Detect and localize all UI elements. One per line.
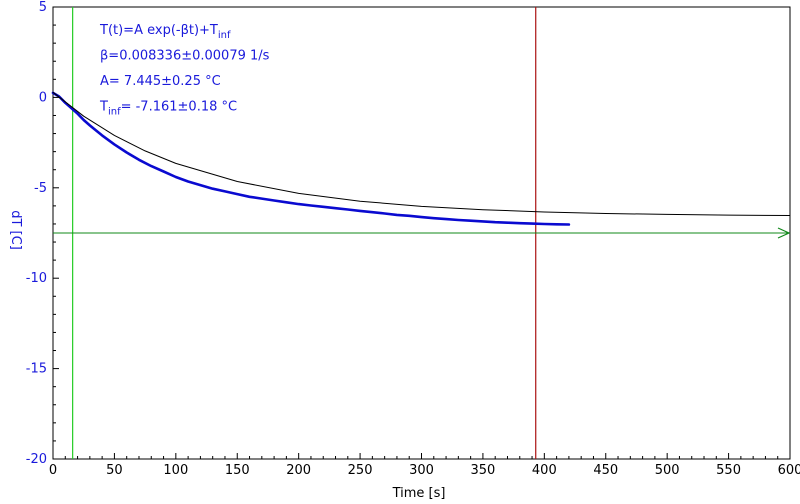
- x-tick-label: 300: [409, 463, 434, 478]
- marker-lines: [53, 7, 791, 459]
- x-tick-label: 350: [471, 463, 496, 478]
- y-tick-label: -10: [26, 271, 47, 286]
- x-axis: 0 50 100 150 200 250 300 350 400 450 500 550 600: [49, 453, 800, 478]
- x-axis-label: Time [s]: [392, 486, 446, 501]
- x-tick-label: 150: [225, 463, 250, 478]
- series-layer: [51, 91, 791, 226]
- x-tick-label: 50: [106, 463, 123, 478]
- y-tick-label: -5: [34, 181, 47, 196]
- x-tick-label: 250: [348, 463, 373, 478]
- x-tick-label: 100: [163, 463, 188, 478]
- y-axis: 5 0 -5 -10 -15 -20: [26, 0, 59, 467]
- x-tick-label: 200: [286, 463, 311, 478]
- y-axis-label: dT [C]: [8, 210, 23, 250]
- y-tick-label: 0: [39, 90, 47, 105]
- annotation-line: A= 7.445±0.25 °C: [100, 74, 221, 89]
- fit-curve-line: [52, 91, 791, 216]
- y-tick-label: -15: [26, 362, 47, 377]
- annotation-line: T(t)=A exp(-βt)+Tinf: [99, 23, 231, 41]
- x-tick-label: 550: [716, 463, 741, 478]
- fit-annotation: T(t)=A exp(-βt)+Tinf β=0.008336±0.00079 1…: [99, 23, 270, 118]
- annotation-line: Tinf= -7.161±0.18 °C: [99, 100, 237, 118]
- measured-data-line: [51, 91, 571, 226]
- y-tick-label: 5: [39, 0, 47, 15]
- x-tick-label: 600: [778, 463, 800, 478]
- annotation-line: β=0.008336±0.00079 1/s: [100, 49, 270, 64]
- x-tick-label: 400: [532, 463, 557, 478]
- x-tick-label: 500: [655, 463, 680, 478]
- y-tick-label: -20: [26, 452, 47, 467]
- asymptote-arrow-icon: [777, 227, 791, 239]
- x-tick-label: 0: [49, 463, 57, 478]
- x-tick-label: 450: [593, 463, 618, 478]
